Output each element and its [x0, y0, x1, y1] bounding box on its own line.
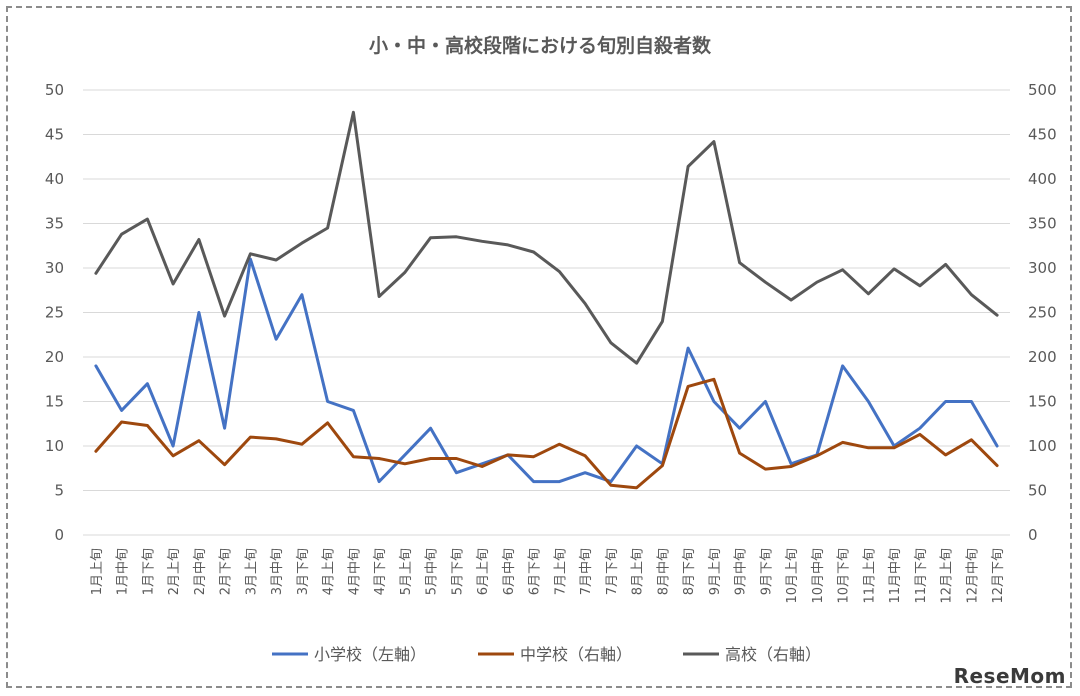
- x-axis-ticks: 1月上旬 1月中旬 1月下旬 2月上旬 2月中旬 2月下旬 3月上旬 3月中旬 3月下旬 4月上旬…: [90, 548, 1006, 604]
- x-tick-label: 4月中旬: [347, 548, 362, 595]
- x-tick-label: 12月中旬: [965, 548, 980, 604]
- left-tick-label: 5: [54, 482, 64, 500]
- x-tick-label: 10月下旬: [837, 548, 852, 604]
- left-tick-label: 20: [45, 348, 64, 366]
- x-tick-label: 7月中旬: [579, 548, 594, 595]
- right-tick-label: 0: [1028, 526, 1038, 544]
- x-tick-label: 4月上旬: [322, 548, 337, 595]
- x-tick-label: 9月中旬: [734, 548, 749, 595]
- x-tick-label: 10月上旬: [785, 548, 800, 604]
- x-tick-label: 1月下旬: [141, 548, 156, 595]
- x-tick-label: 12月上旬: [940, 548, 955, 604]
- x-tick-label: 3月下旬: [296, 548, 311, 595]
- legend-label: 高校（右軸）: [725, 645, 821, 664]
- left-tick-label: 35: [45, 215, 64, 233]
- series-line-1: [94, 377, 999, 490]
- x-tick-label: 1月上旬: [90, 548, 105, 595]
- x-tick-label: 8月下旬: [682, 548, 697, 595]
- chart-frame: [6, 6, 1072, 688]
- gridlines: [83, 89, 1010, 536]
- x-tick-label: 9月上旬: [708, 548, 723, 595]
- x-tick-label: 12月下旬: [991, 548, 1006, 604]
- x-tick-label: 5月下旬: [450, 548, 465, 595]
- x-tick-label: 7月下旬: [605, 548, 620, 595]
- x-tick-label: 8月中旬: [656, 548, 671, 595]
- x-tick-label: 2月下旬: [219, 548, 234, 595]
- x-tick-label: 2月中旬: [193, 548, 208, 595]
- x-tick-label: 11月上旬: [862, 548, 877, 604]
- right-tick-label: 300: [1028, 259, 1057, 277]
- legend-label: 小学校（左軸）: [314, 645, 426, 664]
- x-tick-label: 8月上旬: [631, 548, 646, 595]
- x-tick-label: 10月中旬: [811, 548, 826, 604]
- x-tick-label: 6月中旬: [502, 548, 517, 595]
- left-tick-label: 0: [54, 526, 64, 544]
- left-axis-ticks: 0 5 10 15 20 25 30 35 40 45 50: [45, 81, 64, 544]
- right-tick-label: 150: [1028, 393, 1057, 411]
- series-line-0: [94, 257, 999, 484]
- x-tick-label: 9月下旬: [759, 548, 774, 595]
- watermark-logo: ReseMom: [953, 664, 1066, 688]
- legend: 小学校（左軸） 中学校（右軸） 高校（右軸）: [272, 645, 821, 664]
- right-tick-label: 500: [1028, 81, 1057, 99]
- x-tick-label: 1月中旬: [116, 548, 131, 595]
- x-tick-label: 5月上旬: [399, 548, 414, 595]
- x-tick-label: 3月中旬: [270, 548, 285, 595]
- right-tick-label: 350: [1028, 215, 1057, 233]
- x-tick-label: 5月中旬: [425, 548, 440, 595]
- x-tick-label: 6月下旬: [528, 548, 543, 595]
- x-tick-label: 11月下旬: [914, 548, 929, 604]
- left-tick-label: 15: [45, 393, 64, 411]
- chart-title: 小・中・高校段階における旬別自殺者数: [369, 34, 712, 57]
- right-axis-ticks: 0 50 100 150 200 250 300 350 400 450 500: [1028, 81, 1057, 544]
- x-tick-label: 4月下旬: [373, 548, 388, 595]
- left-tick-label: 45: [45, 126, 64, 144]
- right-tick-label: 250: [1028, 304, 1057, 322]
- x-tick-label: 7月上旬: [553, 548, 568, 595]
- right-tick-label: 200: [1028, 348, 1057, 366]
- series-lines: [94, 110, 999, 490]
- left-tick-label: 50: [45, 81, 64, 99]
- left-tick-label: 25: [45, 304, 64, 322]
- right-tick-label: 100: [1028, 437, 1057, 455]
- right-tick-label: 50: [1028, 482, 1047, 500]
- x-tick-label: 3月上旬: [244, 548, 259, 595]
- left-tick-label: 40: [45, 170, 64, 188]
- x-tick-label: 11月中旬: [888, 548, 903, 604]
- series-line-2: [94, 110, 999, 365]
- x-tick-label: 2月上旬: [167, 548, 182, 595]
- left-tick-label: 10: [45, 437, 64, 455]
- legend-label: 中学校（右軸）: [520, 645, 632, 664]
- x-tick-label: 6月上旬: [476, 548, 491, 595]
- left-tick-label: 30: [45, 259, 64, 277]
- right-tick-label: 450: [1028, 126, 1057, 144]
- right-tick-label: 400: [1028, 170, 1057, 188]
